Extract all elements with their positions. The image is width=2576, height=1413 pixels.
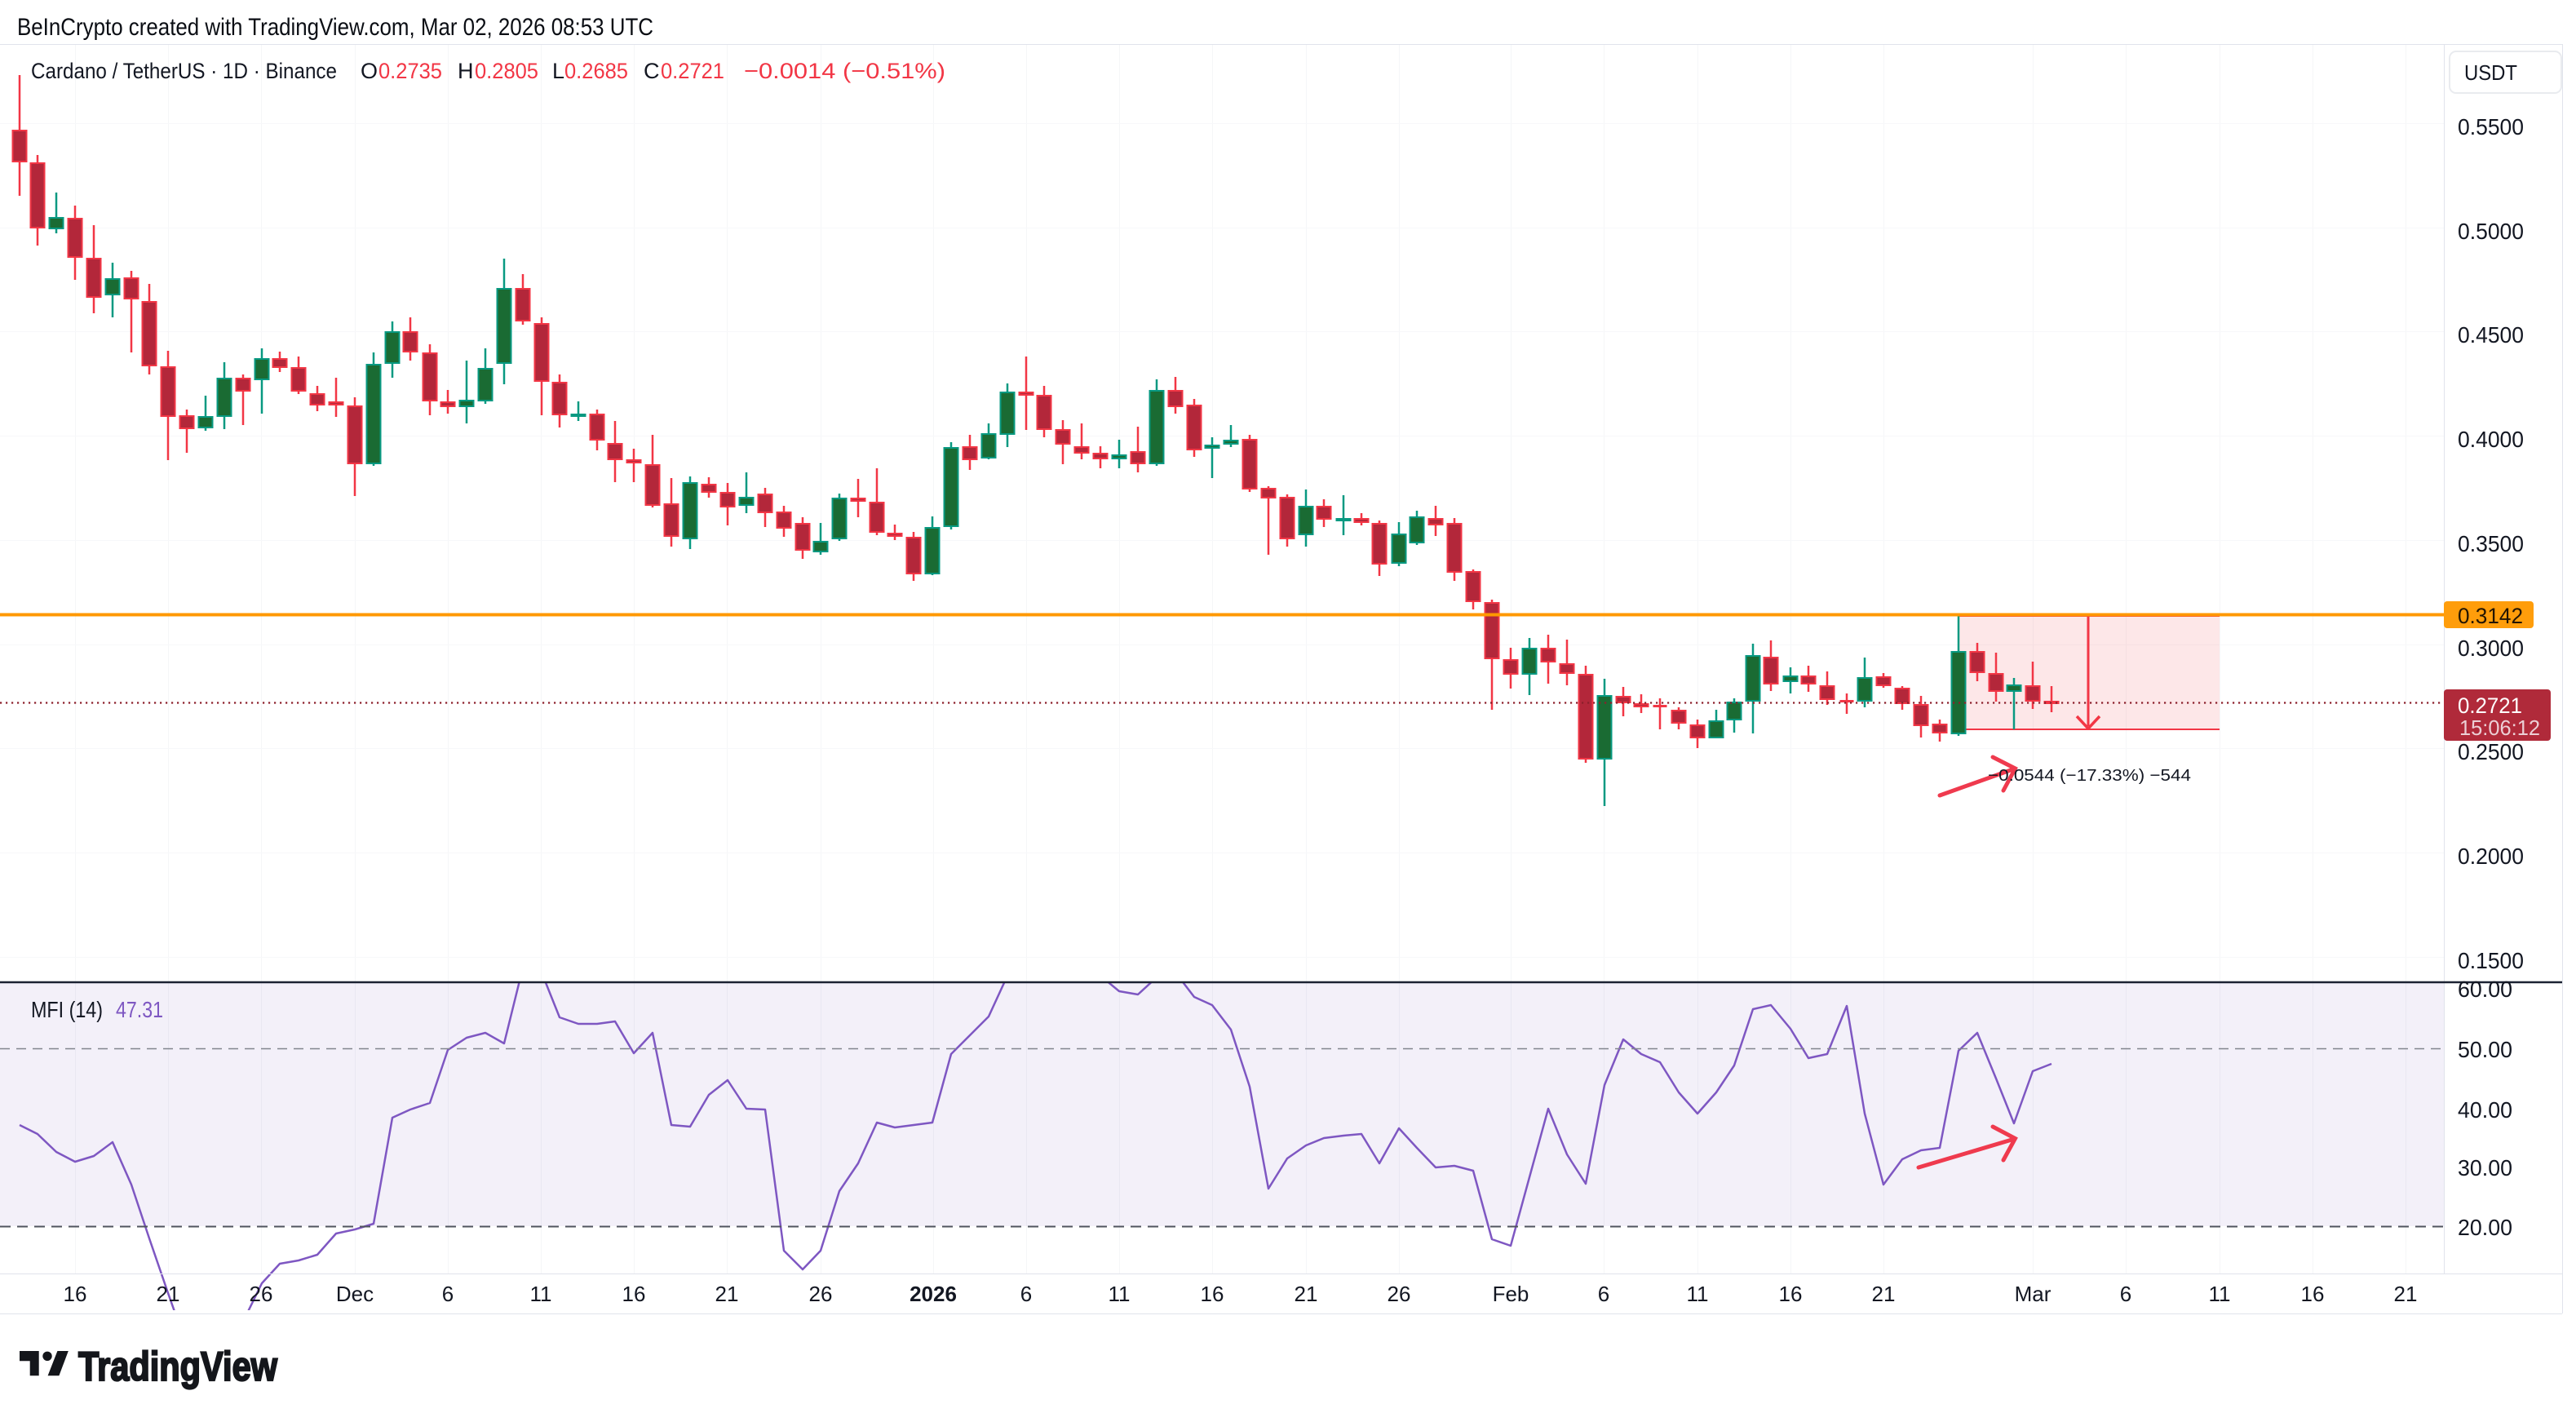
svg-text:6: 6 (442, 1282, 454, 1306)
svg-text:0.2721: 0.2721 (2458, 693, 2522, 718)
svg-text:0.2000: 0.2000 (2458, 844, 2524, 869)
svg-text:0.2735: 0.2735 (378, 59, 442, 83)
svg-text:60.00: 60.00 (2458, 977, 2512, 1002)
svg-text:21: 21 (1295, 1282, 1318, 1306)
svg-text:0.2500: 0.2500 (2458, 739, 2524, 764)
svg-text:15:06:12: 15:06:12 (2459, 715, 2540, 740)
svg-text:47.31: 47.31 (116, 997, 163, 1022)
svg-text:Cardano / TetherUS · 1D · Bina: Cardano / TetherUS · 1D · Binance (31, 59, 337, 83)
svg-text:O: O (361, 59, 378, 83)
svg-text:0.4500: 0.4500 (2458, 322, 2524, 348)
svg-text:USDT: USDT (2464, 60, 2517, 85)
svg-text:20.00: 20.00 (2458, 1215, 2512, 1240)
svg-text:0.2685: 0.2685 (564, 59, 628, 83)
svg-text:26: 26 (809, 1282, 833, 1306)
svg-text:Dec: Dec (336, 1282, 374, 1306)
svg-text:TradingView: TradingView (78, 1344, 277, 1389)
svg-text:30.00: 30.00 (2458, 1155, 2512, 1180)
svg-text:40.00: 40.00 (2458, 1097, 2512, 1123)
svg-text:2026: 2026 (910, 1282, 957, 1306)
svg-text:−0.0544 (−17.33%) −544: −0.0544 (−17.33%) −544 (1988, 766, 2191, 785)
svg-text:L: L (552, 59, 564, 83)
svg-text:0.3500: 0.3500 (2458, 531, 2524, 556)
svg-text:16: 16 (1779, 1282, 1803, 1306)
svg-text:21: 21 (157, 1282, 180, 1306)
svg-text:26: 26 (1388, 1282, 1411, 1306)
svg-text:16: 16 (1201, 1282, 1224, 1306)
svg-text:6: 6 (2120, 1282, 2131, 1306)
svg-text:0.5500: 0.5500 (2458, 114, 2524, 140)
svg-text:C: C (644, 59, 660, 83)
svg-text:16: 16 (64, 1282, 87, 1306)
svg-text:11: 11 (1687, 1282, 1709, 1306)
svg-text:Feb: Feb (1493, 1282, 1529, 1306)
svg-text:0.3142: 0.3142 (2458, 604, 2523, 628)
svg-text:0.2721: 0.2721 (661, 59, 724, 83)
svg-text:BeInCrypto created with Tradin: BeInCrypto created with TradingView.com,… (17, 14, 653, 41)
svg-text:11: 11 (530, 1282, 552, 1306)
svg-text:0.1500: 0.1500 (2458, 948, 2524, 973)
svg-text:11: 11 (2209, 1282, 2231, 1306)
svg-text:0.5000: 0.5000 (2458, 219, 2524, 244)
svg-text:Mar: Mar (2015, 1282, 2052, 1306)
svg-text:6: 6 (1020, 1282, 1032, 1306)
svg-text:6: 6 (1598, 1282, 1609, 1306)
svg-text:50.00: 50.00 (2458, 1037, 2512, 1062)
svg-text:16: 16 (2301, 1282, 2325, 1306)
svg-text:26: 26 (250, 1282, 273, 1306)
svg-text:21: 21 (1872, 1282, 1896, 1306)
svg-text:21: 21 (2394, 1282, 2418, 1306)
svg-text:21: 21 (715, 1282, 739, 1306)
svg-text:16: 16 (622, 1282, 646, 1306)
svg-text:11: 11 (1109, 1282, 1131, 1306)
svg-text:0.2805: 0.2805 (475, 59, 538, 83)
svg-text:0.3000: 0.3000 (2458, 636, 2524, 661)
svg-text:−0.0014 (−0.51%): −0.0014 (−0.51%) (744, 59, 945, 83)
svg-text:MFI (14): MFI (14) (31, 997, 103, 1022)
svg-text:H: H (458, 59, 474, 83)
svg-text:0.4000: 0.4000 (2458, 427, 2524, 452)
